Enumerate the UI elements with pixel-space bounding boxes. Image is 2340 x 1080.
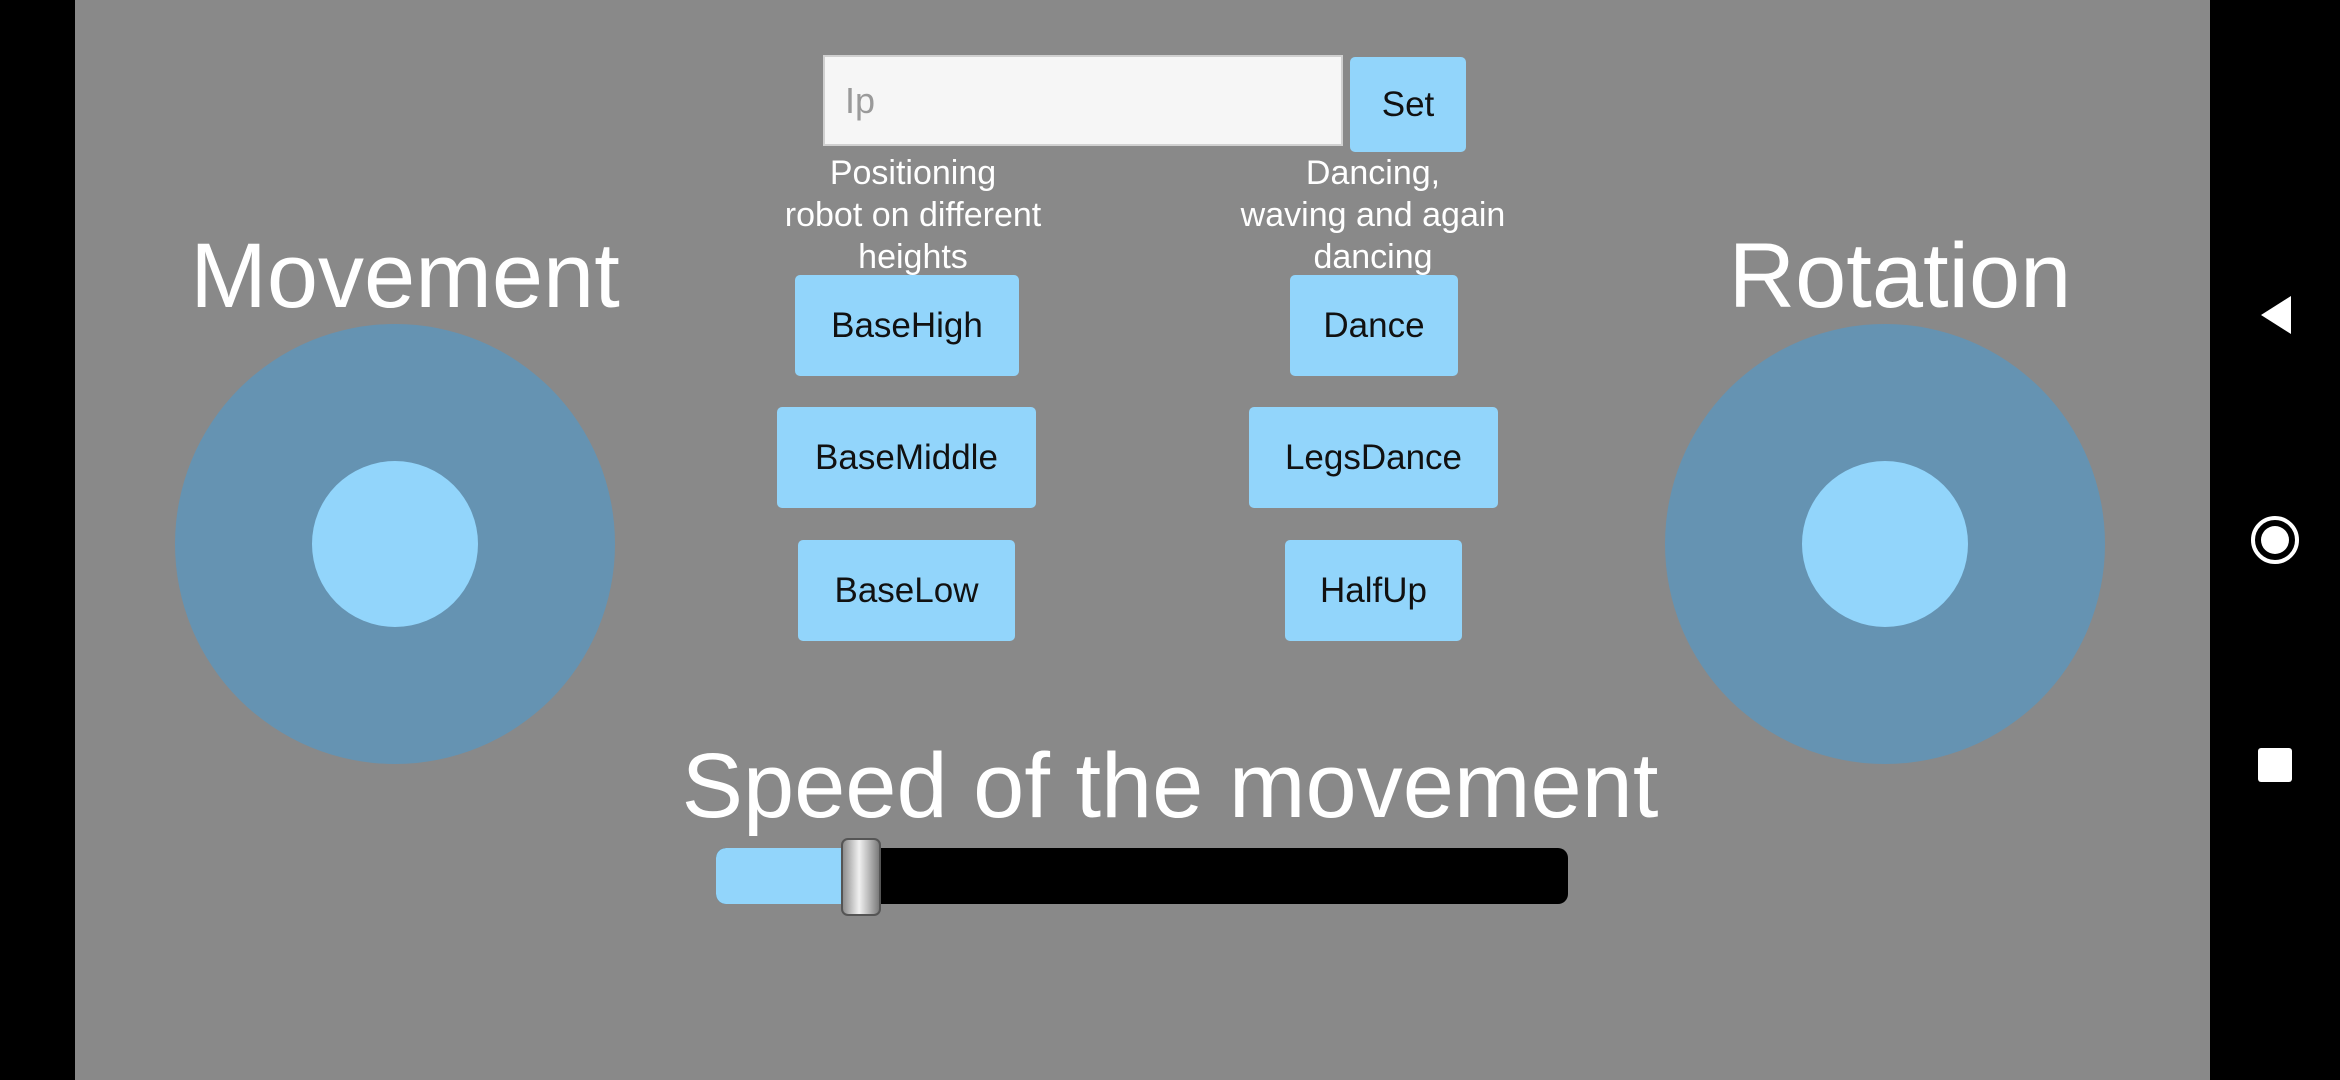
ip-input[interactable] [823, 55, 1343, 146]
rotation-title: Rotation [1728, 225, 2072, 327]
basehigh-button[interactable]: BaseHigh [795, 275, 1019, 376]
legsdance-button[interactable]: LegsDance [1249, 407, 1498, 508]
set-button[interactable]: Set [1350, 57, 1466, 152]
movement-title: Movement [190, 225, 620, 327]
dance-button[interactable]: Dance [1290, 275, 1458, 376]
rotation-joystick-knob[interactable] [1802, 461, 1968, 627]
movement-joystick-knob[interactable] [312, 461, 478, 627]
baselow-button[interactable]: BaseLow [798, 540, 1015, 641]
speed-title: Speed of the movement [681, 735, 1659, 837]
halfup-button[interactable]: HalfUp [1285, 540, 1462, 641]
positioning-caption: Positioning robot on different heights [784, 154, 1042, 276]
basemiddle-button[interactable]: BaseMiddle [777, 407, 1036, 508]
recents-icon[interactable] [2258, 748, 2292, 782]
back-icon[interactable] [2255, 290, 2299, 340]
home-icon[interactable] [2248, 513, 2302, 567]
speed-slider-thumb[interactable] [840, 838, 881, 916]
speed-slider-fill [716, 848, 861, 904]
dancing-caption: Dancing, waving and again dancing [1240, 154, 1506, 276]
